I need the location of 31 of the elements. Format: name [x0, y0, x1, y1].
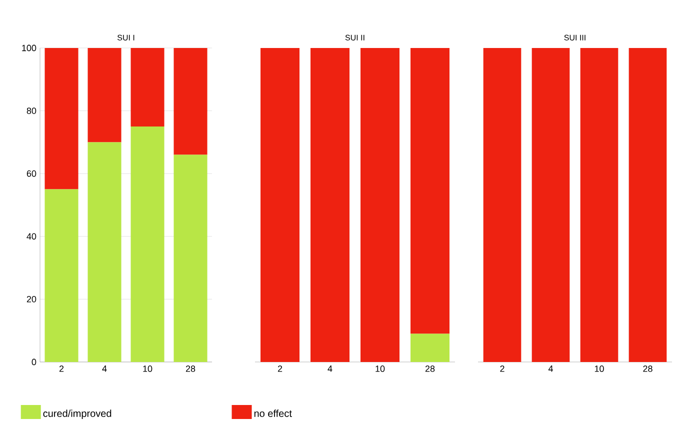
legend-label: no effect — [254, 410, 292, 417]
chart-title: SUI I — [117, 34, 134, 40]
y-tick-label: 100 — [22, 44, 36, 52]
y-tick-label: 0 — [32, 358, 36, 366]
x-tick-label: 2 — [278, 366, 282, 372]
x-tick-label: 10 — [376, 366, 385, 372]
x-tick-label: 4 — [328, 366, 332, 372]
bar — [130, 126, 164, 362]
x-tick-label: 2 — [59, 366, 64, 372]
y-tick-label: 80 — [26, 108, 36, 114]
x-tick-label: 4 — [102, 366, 107, 372]
bar — [88, 48, 122, 142]
bar — [88, 142, 122, 362]
legend-label: cured/improved — [43, 410, 112, 419]
bar — [44, 189, 78, 362]
y-tick-label: 20 — [26, 296, 36, 302]
y-tick-label: 40 — [26, 233, 36, 240]
x-tick-label: 28 — [643, 366, 652, 372]
y-tick-label: 60 — [26, 170, 36, 177]
x-tick-label: 10 — [594, 366, 604, 372]
bar — [44, 48, 78, 190]
x-tick-label: 10 — [143, 366, 152, 372]
x-tick-label: 28 — [425, 366, 435, 372]
x-tick-label: 28 — [186, 366, 196, 372]
bar — [130, 48, 164, 126]
bar — [174, 154, 208, 362]
chart-title: SUI III — [564, 34, 586, 40]
x-tick-label: 2 — [500, 366, 504, 372]
chart-title: SUI II — [345, 34, 364, 40]
x-tick-label: 4 — [548, 366, 553, 372]
bar — [174, 48, 208, 155]
